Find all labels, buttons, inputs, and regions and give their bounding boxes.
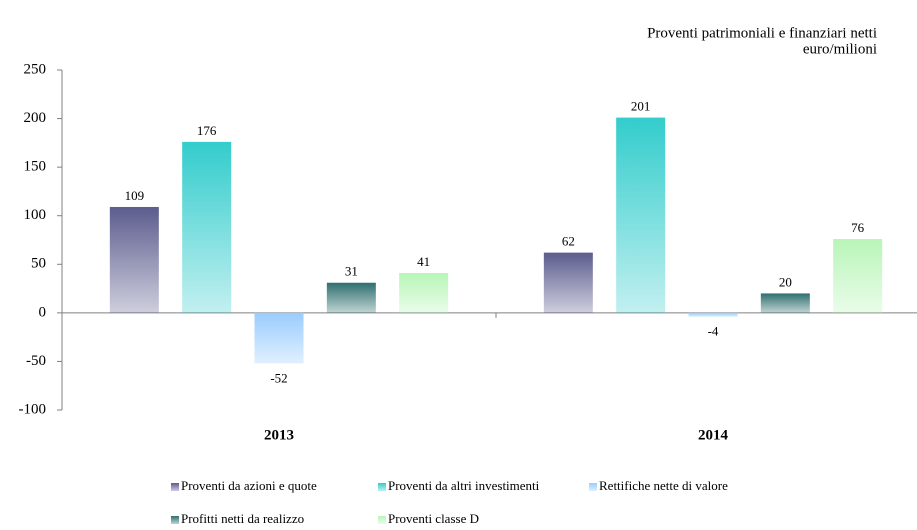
bar — [833, 239, 883, 313]
legend-swatch — [378, 483, 386, 491]
x-tick-label: 2013 — [264, 427, 294, 443]
legend-label: Proventi da altri investimenti — [388, 478, 540, 493]
legend-label: Profitti netti da realizzo — [181, 511, 304, 526]
data-label: 109 — [125, 188, 145, 203]
bar — [109, 206, 159, 313]
data-label: -4 — [708, 324, 719, 339]
legend-swatch — [171, 483, 179, 491]
data-label: 176 — [197, 123, 217, 138]
bar — [326, 282, 376, 313]
bar — [182, 141, 232, 313]
legend-swatch — [171, 516, 179, 524]
chart-subtitle: euro/milioni — [803, 41, 877, 57]
legend-swatch — [378, 516, 386, 524]
y-tick-label: 150 — [24, 159, 47, 175]
bar — [543, 252, 593, 313]
y-tick-label: 100 — [24, 207, 47, 223]
data-label: 201 — [631, 99, 651, 114]
data-label: -52 — [270, 370, 287, 385]
y-tick-label: 250 — [24, 61, 47, 77]
bar — [399, 273, 449, 313]
y-tick-label: 50 — [31, 256, 46, 272]
bar — [760, 293, 810, 313]
data-label: 31 — [345, 264, 358, 279]
y-tick-label: -50 — [26, 353, 46, 369]
data-label: 62 — [562, 234, 575, 249]
data-label: 20 — [779, 274, 792, 289]
y-tick-label: 200 — [24, 110, 47, 126]
x-tick-label: 2014 — [698, 427, 729, 443]
chart-title: Proventi patrimoniali e finanziari netti — [647, 25, 877, 41]
legend-label: Proventi da azioni e quote — [181, 478, 317, 493]
data-label: 76 — [851, 220, 865, 235]
y-tick-label: -100 — [19, 401, 47, 417]
bar — [616, 117, 666, 313]
legend-label: Proventi classe D — [388, 511, 479, 526]
data-label: 41 — [417, 254, 430, 269]
bar — [688, 312, 738, 317]
bar — [254, 312, 304, 364]
legend-swatch — [589, 483, 597, 491]
legend-label: Rettifiche nette di valore — [599, 478, 728, 493]
y-tick-label: 0 — [39, 304, 47, 320]
